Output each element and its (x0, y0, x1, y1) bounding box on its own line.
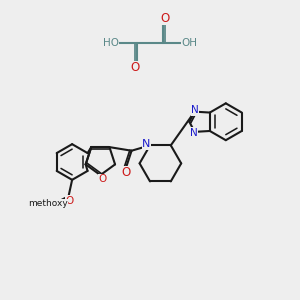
Text: OH: OH (181, 38, 197, 48)
Text: N: N (142, 139, 151, 149)
Text: N: N (190, 128, 198, 138)
Text: O: O (66, 196, 74, 206)
Text: methoxy: methoxy (28, 199, 68, 208)
Text: O: O (160, 12, 170, 25)
Text: N: N (191, 106, 199, 116)
Text: HO: HO (103, 38, 119, 48)
Text: O: O (121, 167, 130, 179)
Text: O: O (130, 61, 140, 74)
Text: O: O (99, 174, 107, 184)
